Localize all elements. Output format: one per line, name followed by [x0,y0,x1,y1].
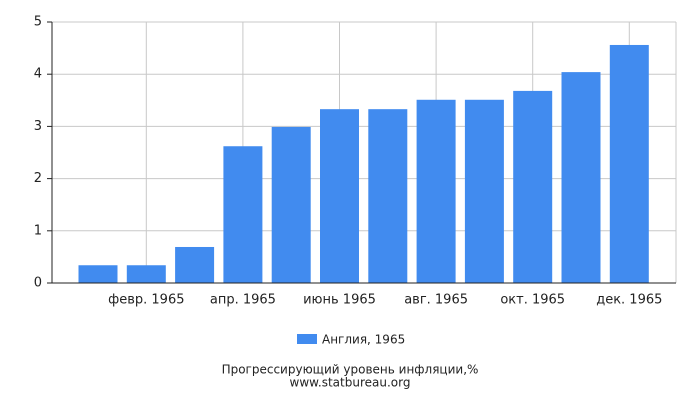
y-tick-label: 0 [34,276,42,291]
x-tick-label: окт. 1965 [500,293,565,308]
bar [513,90,553,284]
legend-swatch [297,334,317,344]
bar [175,246,215,283]
bar [223,146,263,283]
bar [416,99,456,283]
y-tick-label: 1 [34,223,42,238]
bar [320,109,359,283]
x-tick-label: апр. 1965 [210,293,276,308]
bar [126,265,166,283]
y-tick-label: 3 [34,119,42,134]
y-tick-label: 2 [34,171,42,186]
chart-subtitle: www.statbureau.org [290,376,411,390]
bar [561,72,601,283]
y-tick-label: 4 [34,67,42,82]
legend-label: Англия, 1965 [322,333,405,347]
bar [464,99,504,283]
x-tick-label: июнь 1965 [303,293,376,308]
x-tick-label: февр. 1965 [108,293,184,308]
bar [78,265,118,283]
bar [271,126,311,283]
bar [368,109,408,283]
x-tick-label: авг. 1965 [404,293,468,308]
x-tick-label: дек. 1965 [596,293,662,308]
chart-title: Прогрессирующий уровень инфляции,% [222,363,479,377]
y-tick-label: 5 [34,15,42,30]
bar [609,44,649,283]
